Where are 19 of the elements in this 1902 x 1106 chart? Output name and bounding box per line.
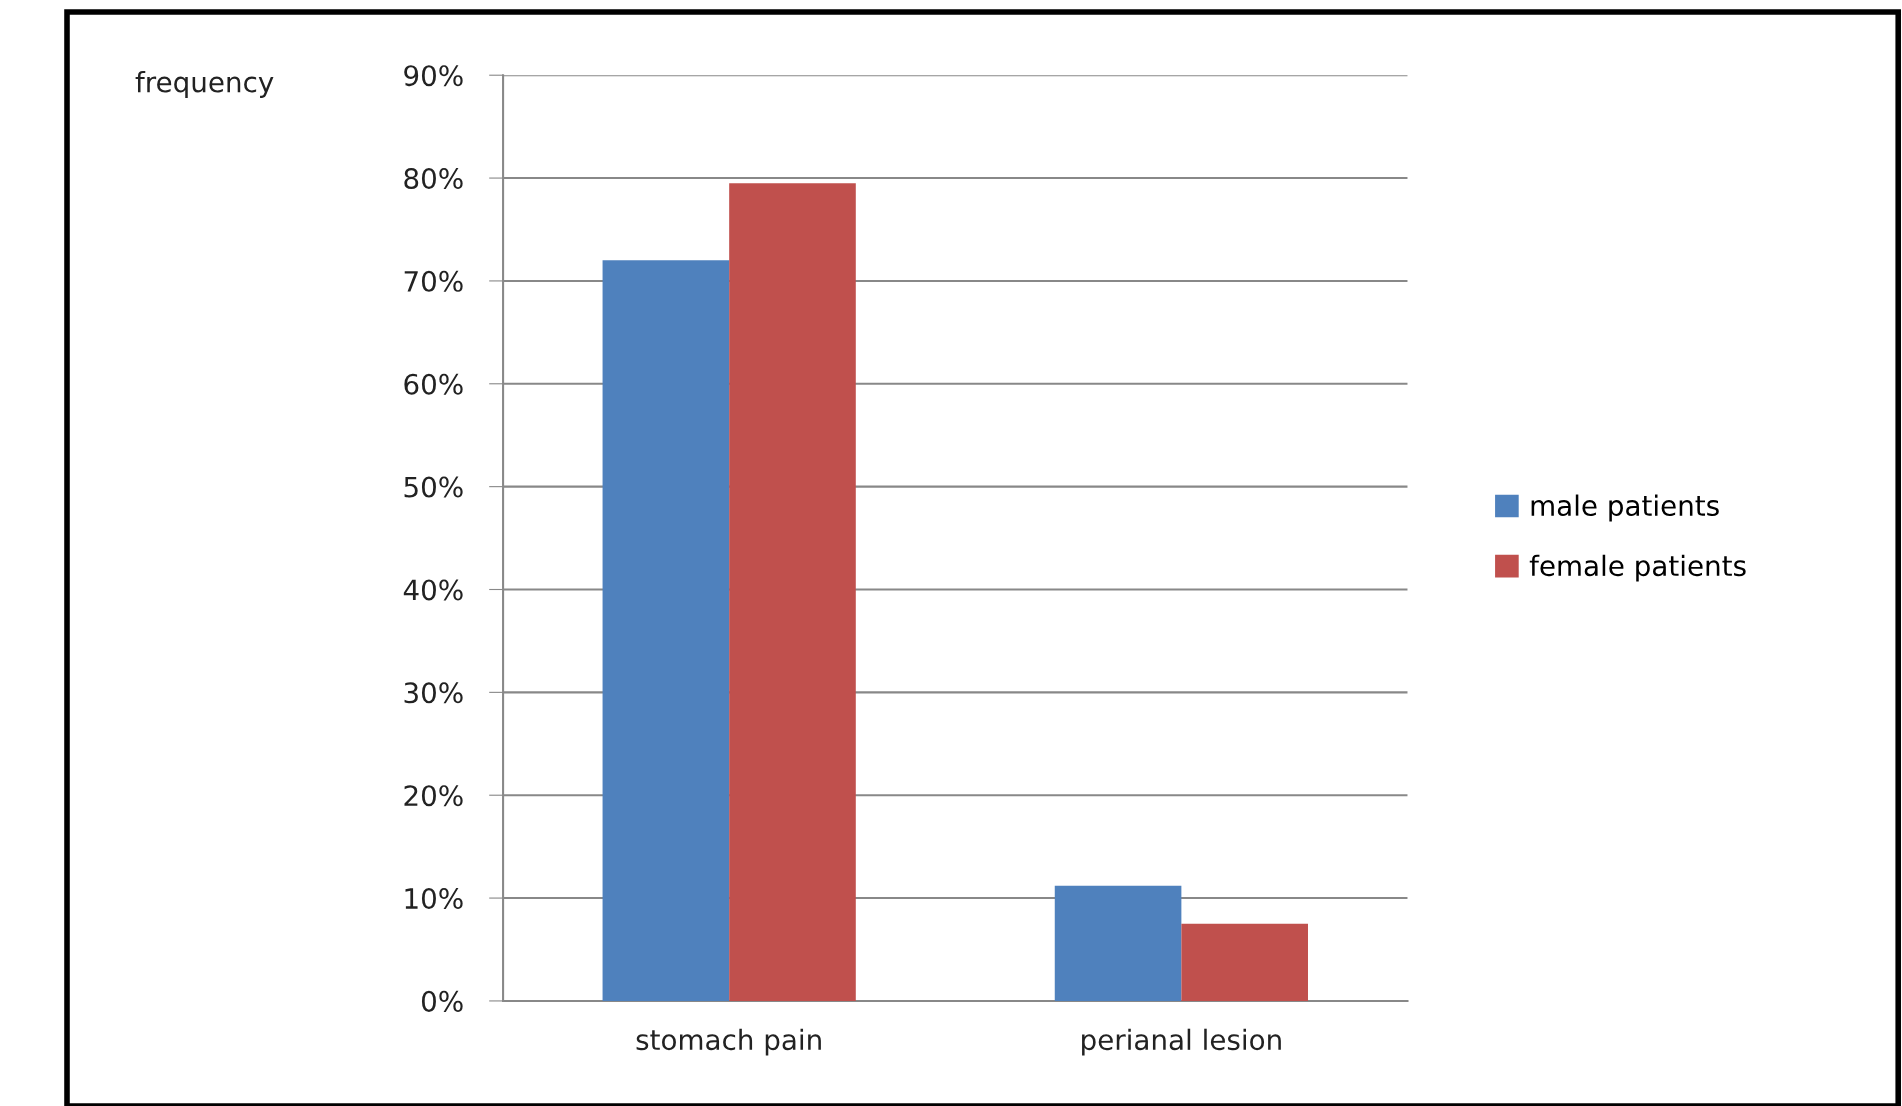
y-tick-label: 0% [421, 990, 463, 1012]
bar [602, 260, 730, 1001]
y-tick-label: 30% [404, 682, 463, 704]
y-tick-label: 40% [403, 579, 463, 601]
bar [1054, 885, 1182, 1001]
y-axis-title: frequency [135, 71, 274, 98]
x-tick-label: perianal lesion [1082, 1028, 1281, 1056]
x-tick-label: stomach pain [636, 1028, 821, 1056]
y-tick-label: 60% [404, 373, 463, 395]
y-tick-label: 70% [404, 270, 463, 292]
legend-label: female patients [1529, 554, 1746, 582]
y-tick-label: 20% [404, 785, 463, 807]
bar [729, 183, 856, 1001]
legend-label: male patients [1531, 494, 1719, 522]
y-tick-label: 50% [404, 476, 463, 498]
y-tick-label: 80% [404, 168, 463, 190]
y-tick-label: 90% [404, 65, 463, 87]
bar [1181, 923, 1308, 1001]
y-tick-label: 10% [405, 888, 463, 910]
